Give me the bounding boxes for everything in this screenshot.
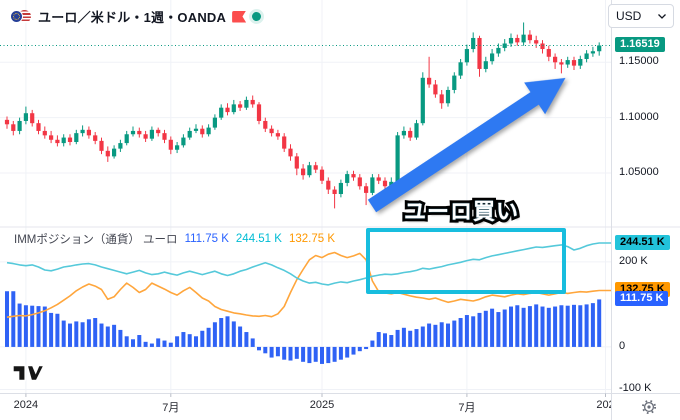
time-tick-label: 2025 bbox=[309, 399, 335, 411]
eur-flag-icon bbox=[10, 10, 23, 23]
indicator-value-orange: 132.75 K bbox=[288, 233, 335, 245]
indicator-legend[interactable]: IMMポジション（通貨） ユーロ 111.75 K 244.51 K 132.7… bbox=[14, 231, 335, 247]
axis-value-badge: 111.75 K bbox=[615, 291, 669, 307]
time-tick-label: 7月 bbox=[458, 402, 476, 414]
symbol-title[interactable]: ユーロ／米ドル・1週・OANDA bbox=[38, 10, 227, 25]
tradingview-logo[interactable] bbox=[12, 362, 46, 389]
annotation-text[interactable]: ユーロ買い ユーロ買い bbox=[401, 194, 521, 227]
chevron-down-icon bbox=[658, 13, 666, 19]
market-status-dot bbox=[252, 12, 262, 21]
currency-dropdown-value: USD bbox=[616, 9, 642, 23]
time-axis[interactable]: 2024 7月 2025 7月 202 bbox=[0, 394, 611, 420]
annotation-highlight-rectangle[interactable] bbox=[366, 228, 566, 294]
indicator-value-blue: 111.75 K bbox=[184, 233, 229, 245]
time-tick-label: 2024 bbox=[13, 399, 39, 411]
tv-logo-v bbox=[26, 364, 46, 382]
axis-value-badge: 1.16519 bbox=[615, 37, 665, 53]
price-axis[interactable]: 1.15000 1.10000 1.05000 1.16519 200 K 0 -100 K… bbox=[612, 0, 680, 420]
axis-tick-label: -100 K bbox=[619, 382, 652, 395]
tv-logo-t bbox=[12, 364, 26, 382]
axis-tick-label: 200 K bbox=[619, 254, 648, 267]
axis-tick-label: 1.10000 bbox=[619, 110, 659, 123]
oanda-broker-icon bbox=[232, 10, 247, 23]
axis-value-badge: 244.51 K bbox=[615, 234, 670, 250]
currency-dropdown[interactable]: USD bbox=[608, 4, 674, 28]
currency-pair-icon bbox=[10, 9, 32, 24]
time-tick-label: 202 bbox=[596, 399, 611, 411]
symbol-legend[interactable]: ユーロ／米ドル・1週・OANDA bbox=[10, 7, 262, 26]
indicator-title: IMMポジション（通貨） ユーロ bbox=[14, 234, 178, 246]
indicator-value-cyan: 244.51 K bbox=[235, 233, 282, 245]
axis-settings-gear-icon[interactable] bbox=[641, 399, 657, 420]
axis-tick-label: 1.15000 bbox=[619, 55, 659, 68]
axis-tick-label: 0 bbox=[619, 339, 626, 352]
annotation-text-fill: ユーロ買い bbox=[404, 199, 520, 224]
axis-tick-label: 1.05000 bbox=[619, 165, 659, 178]
time-tick-label: 7月 bbox=[162, 402, 180, 414]
